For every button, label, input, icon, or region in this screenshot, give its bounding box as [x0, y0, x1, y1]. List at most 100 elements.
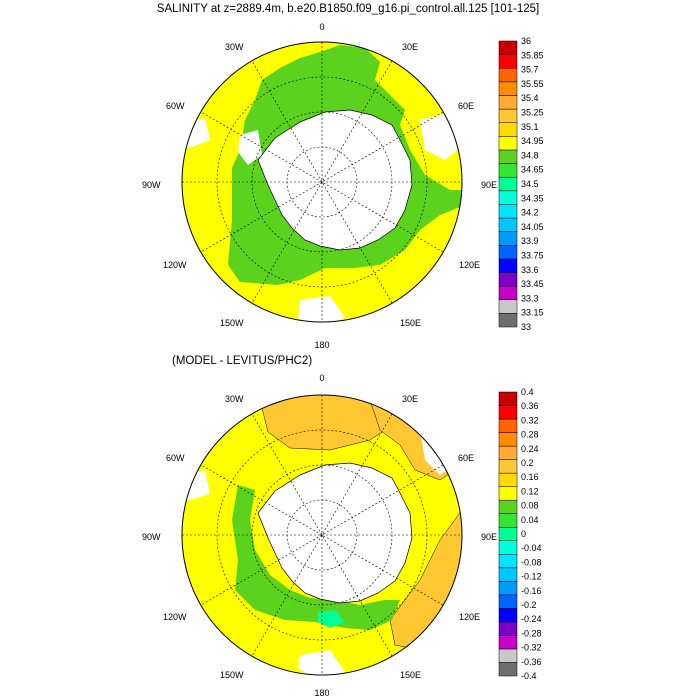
top-label-180: 180: [314, 340, 329, 350]
top-colorbar-swatch: [498, 95, 518, 110]
bottom-colorbar-tick-label: 0.28: [521, 430, 539, 440]
bottom-label-150e: 150E: [400, 670, 421, 680]
top-colorbar-swatch: [498, 313, 518, 328]
top-colorbar-tick-label: 34.35: [521, 193, 544, 203]
bottom-graticule: [182, 395, 462, 675]
bottom-colorbar-swatch: [498, 554, 518, 569]
bottom-colorbar-tick-label: 0: [521, 529, 526, 539]
bottom-cyan-patch: [318, 610, 345, 628]
top-label-30w: 30W: [225, 42, 244, 52]
top-colorbar-tick-label: 34.05: [521, 222, 544, 232]
top-colorbar-swatch: [498, 190, 518, 205]
top-colorbar-swatch: [498, 245, 518, 260]
top-map-border: [181, 41, 463, 323]
bottom-colorbar: 0.4 0.36 0.32 0.28 0.24 0.2 0.16 0.12 0.08 0.04 0 -…: [498, 387, 542, 681]
bottom-colorbar-swatch: [498, 486, 518, 501]
top-label-120e: 120E: [459, 260, 480, 270]
bottom-colorbar-swatch: [498, 418, 518, 433]
top-colorbar-tick-label: 35.55: [521, 79, 544, 89]
top-colorbar-swatch: [498, 149, 518, 164]
top-missing-patch-c: [238, 130, 262, 165]
top-colorbar-tick-label: 36: [521, 36, 531, 46]
top-colorbar-tick-label: 34.5: [521, 179, 539, 189]
bottom-missing-patch-b: [298, 650, 345, 675]
top-colorbar-swatch: [498, 136, 518, 151]
top-colorbar-swatch: [498, 122, 518, 137]
top-colorbar-swatch: [498, 54, 518, 69]
top-colorbar-swatch: [498, 176, 518, 192]
bottom-colorbar-swatch: [498, 567, 518, 582]
bottom-colorbar-tick-label: 0.4: [521, 387, 534, 397]
top-label-90w: 90W: [142, 180, 161, 190]
top-graticule: [182, 42, 462, 322]
top-colorbar-tick-label: 34.2: [521, 208, 539, 218]
top-colorbar-tick-label: 33: [521, 322, 531, 332]
bottom-colorbar-tick-label: -0.2: [521, 600, 537, 610]
bottom-colorbar-swatch: [498, 581, 518, 596]
bottom-colorbar-tick-label: -0.04: [521, 543, 542, 553]
bottom-colorbar-swatch: [498, 432, 518, 447]
top-label-60w: 60W: [166, 101, 185, 111]
bottom-label-90w: 90W: [142, 532, 161, 542]
top-label-0: 0: [319, 22, 324, 32]
bottom-label-30e: 30E: [402, 394, 418, 404]
top-colorbar-swatch: [498, 163, 518, 178]
top-label-30e: 30E: [402, 42, 418, 52]
bottom-colorbar-tick-label: -0.4: [521, 671, 537, 681]
top-colorbar-swatch: [498, 299, 518, 314]
top-label-150e: 150E: [400, 318, 421, 328]
bottom-colorbar-swatch: [498, 499, 518, 514]
bottom-label-120w: 120W: [163, 612, 187, 622]
bottom-colorbar-swatch: [498, 472, 518, 487]
top-colorbar-tick-label: 33.3: [521, 293, 539, 303]
top-colorbar-swatch: [498, 40, 518, 55]
top-colorbar-swatch: [498, 258, 518, 273]
top-colorbar-tick-label: 35.25: [521, 108, 544, 118]
bottom-antarctica: [257, 462, 413, 604]
bottom-label-60e: 60E: [458, 453, 474, 463]
top-colorbar-swatch: [498, 217, 518, 232]
top-colorbar-tick-label: 35.7: [521, 65, 539, 75]
bottom-colorbar-tick-label: 0.08: [521, 501, 539, 511]
bottom-label-90e: 90E: [481, 532, 497, 542]
top-colorbar-swatch: [498, 231, 518, 246]
bottom-colorbar-swatch: [498, 513, 518, 528]
bottom-label-180: 180: [314, 688, 329, 698]
bottom-colorbar-swatch: [498, 445, 518, 460]
bottom-colorbar-tick-label: -0.08: [521, 557, 542, 567]
bottom-colorbar-tick-label: 0.04: [521, 515, 539, 525]
bottom-label-150w: 150W: [220, 670, 244, 680]
top-colorbar-tick-label: 35.1: [521, 122, 539, 132]
bottom-colorbar-swatch: [498, 405, 518, 420]
top-colorbar-tick-label: 34.95: [521, 136, 544, 146]
top-label-150w: 150W: [220, 318, 244, 328]
top-polar-map: 0 30E 60E 90E 120E 150E 180 150W 120W 90…: [142, 22, 497, 350]
top-colorbar-swatch: [498, 272, 518, 287]
bottom-map-border: [181, 394, 463, 676]
top-colorbar-tick-label: 33.45: [521, 279, 544, 289]
bottom-colorbar-tick-label: -0.12: [521, 572, 542, 582]
bottom-label-30w: 30W: [225, 394, 244, 404]
top-colorbar-swatch: [498, 108, 518, 123]
top-colorbar-tick-label: 33.9: [521, 236, 539, 246]
bottom-map-title: (MODEL - LEVITUS/PHC2): [172, 355, 312, 367]
bottom-colorbar-tick-label: -0.36: [521, 657, 542, 667]
bottom-colorbar-tick-label: -0.32: [521, 643, 542, 653]
bottom-green-region: [232, 485, 400, 630]
top-colorbar-tick-label: 33.75: [521, 251, 544, 261]
top-colorbar-tick-label: 34.8: [521, 150, 539, 160]
top-label-90e: 90E: [481, 180, 497, 190]
bottom-colorbar-tick-label: 0.16: [521, 472, 539, 482]
bottom-polar-map: 0 30E 60E 90E 120E 150E 180 150W 120W 90…: [142, 373, 497, 698]
top-colorbar-tick-label: 34.65: [521, 165, 544, 175]
top-label-120w: 120W: [163, 260, 187, 270]
bottom-colorbar-swatch: [498, 459, 518, 474]
top-label-60e: 60E: [458, 101, 474, 111]
bottom-colorbar-swatch: [498, 648, 518, 663]
bottom-colorbar-swatch: [498, 662, 518, 677]
bottom-colorbar-tick-label: 0.32: [521, 415, 539, 425]
top-colorbar-swatch: [498, 204, 518, 219]
top-map-title: SALINITY at z=2889.4m, b.e20.B1850.f09_g…: [157, 3, 539, 15]
top-colorbar-tick-label: 33.15: [521, 308, 544, 318]
bottom-colorbar-swatch: [498, 594, 518, 609]
